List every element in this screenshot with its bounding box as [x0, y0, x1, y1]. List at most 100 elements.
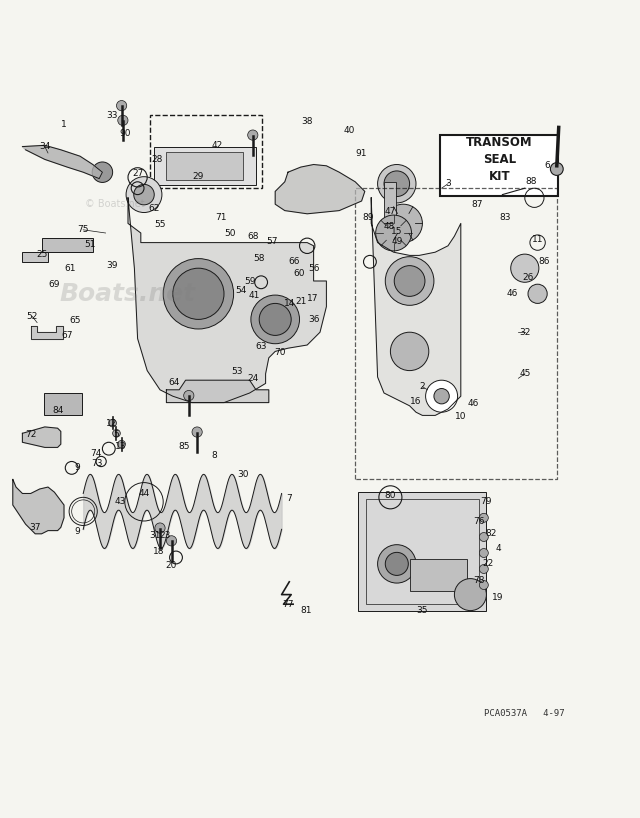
Text: Boats.net: Boats.net: [60, 281, 196, 306]
Bar: [384, 182, 396, 217]
Circle shape: [155, 523, 165, 533]
Text: 31: 31: [149, 531, 161, 540]
Text: 34: 34: [39, 142, 51, 151]
Text: TRANSOM
SEAL
KIT: TRANSOM SEAL KIT: [466, 136, 532, 183]
Circle shape: [479, 533, 488, 542]
Circle shape: [479, 564, 488, 573]
Text: 51: 51: [84, 240, 95, 249]
Text: 1: 1: [61, 119, 67, 128]
Bar: [358, 492, 486, 610]
Polygon shape: [166, 380, 269, 402]
Text: 22: 22: [482, 560, 493, 569]
Text: 68: 68: [247, 231, 259, 240]
Text: 55: 55: [154, 220, 166, 229]
Bar: [150, 115, 262, 188]
Text: 30: 30: [237, 470, 249, 479]
Text: 23: 23: [159, 531, 171, 540]
Text: 24: 24: [248, 374, 259, 383]
Circle shape: [376, 215, 412, 251]
Text: 29: 29: [193, 172, 204, 181]
Text: 18: 18: [153, 546, 164, 555]
Polygon shape: [371, 198, 461, 416]
Circle shape: [92, 162, 113, 182]
Circle shape: [550, 163, 563, 175]
Circle shape: [113, 429, 120, 437]
Text: PCA0537A   4-97: PCA0537A 4-97: [484, 708, 565, 717]
Text: 8: 8: [212, 451, 217, 460]
Text: 78: 78: [473, 576, 484, 585]
Text: 4: 4: [495, 544, 500, 553]
Text: 83: 83: [500, 213, 511, 222]
Text: 61: 61: [65, 263, 76, 272]
Text: 5: 5: [114, 430, 119, 439]
Circle shape: [248, 130, 258, 140]
Circle shape: [118, 440, 125, 448]
Circle shape: [378, 545, 416, 583]
Text: 47: 47: [385, 208, 396, 217]
Circle shape: [184, 390, 194, 401]
Circle shape: [173, 268, 224, 319]
Circle shape: [528, 284, 547, 303]
Text: 3: 3: [445, 179, 451, 188]
Polygon shape: [275, 164, 365, 213]
Text: 35: 35: [417, 606, 428, 615]
Text: 46: 46: [506, 290, 518, 299]
Text: 16: 16: [410, 397, 422, 406]
Text: 27: 27: [132, 169, 143, 178]
Text: 9: 9: [74, 528, 79, 537]
Text: 20: 20: [166, 561, 177, 570]
Text: 49: 49: [391, 237, 403, 246]
Text: 12: 12: [106, 419, 118, 428]
Text: 15: 15: [391, 227, 403, 236]
Text: 56: 56: [308, 263, 319, 272]
Text: 70: 70: [275, 348, 286, 357]
Text: 60: 60: [294, 269, 305, 278]
Text: 33: 33: [106, 111, 118, 120]
Text: 82: 82: [486, 529, 497, 538]
Text: 80: 80: [385, 491, 396, 500]
Text: 43: 43: [115, 497, 126, 506]
Bar: [22, 252, 48, 262]
Text: 59: 59: [244, 276, 255, 285]
Text: 50: 50: [225, 228, 236, 237]
Text: 69: 69: [49, 281, 60, 290]
Text: 14: 14: [284, 299, 296, 308]
Circle shape: [479, 581, 488, 590]
Polygon shape: [13, 479, 64, 534]
Circle shape: [118, 115, 128, 125]
Text: 38: 38: [301, 116, 313, 125]
Text: 63: 63: [255, 342, 267, 351]
Text: 52: 52: [26, 312, 38, 321]
Text: 36: 36: [308, 315, 319, 324]
Circle shape: [511, 254, 539, 282]
Polygon shape: [22, 146, 102, 178]
Text: 73: 73: [92, 459, 103, 468]
Circle shape: [390, 332, 429, 371]
Circle shape: [134, 184, 154, 204]
Text: 17: 17: [307, 294, 318, 303]
Text: 81: 81: [300, 606, 312, 615]
Text: 64: 64: [168, 378, 180, 387]
Text: 48: 48: [383, 222, 395, 231]
Text: 11: 11: [532, 235, 543, 244]
Text: 66: 66: [289, 258, 300, 267]
Text: 77: 77: [282, 600, 294, 609]
Text: 32: 32: [519, 328, 531, 337]
Bar: [410, 560, 467, 591]
Polygon shape: [128, 198, 326, 402]
Text: 75: 75: [77, 225, 89, 234]
Bar: [166, 151, 243, 180]
Text: 39: 39: [106, 260, 118, 269]
Text: 86: 86: [538, 258, 550, 267]
Text: 53: 53: [231, 367, 243, 376]
Circle shape: [192, 427, 202, 437]
Text: 54: 54: [235, 286, 246, 295]
Circle shape: [251, 295, 300, 344]
Text: 91: 91: [356, 149, 367, 158]
Text: 2: 2: [420, 382, 425, 391]
Circle shape: [385, 552, 408, 575]
Text: 89: 89: [362, 213, 374, 222]
Text: 44: 44: [138, 489, 150, 498]
Circle shape: [479, 549, 488, 558]
Text: 41: 41: [248, 290, 260, 299]
